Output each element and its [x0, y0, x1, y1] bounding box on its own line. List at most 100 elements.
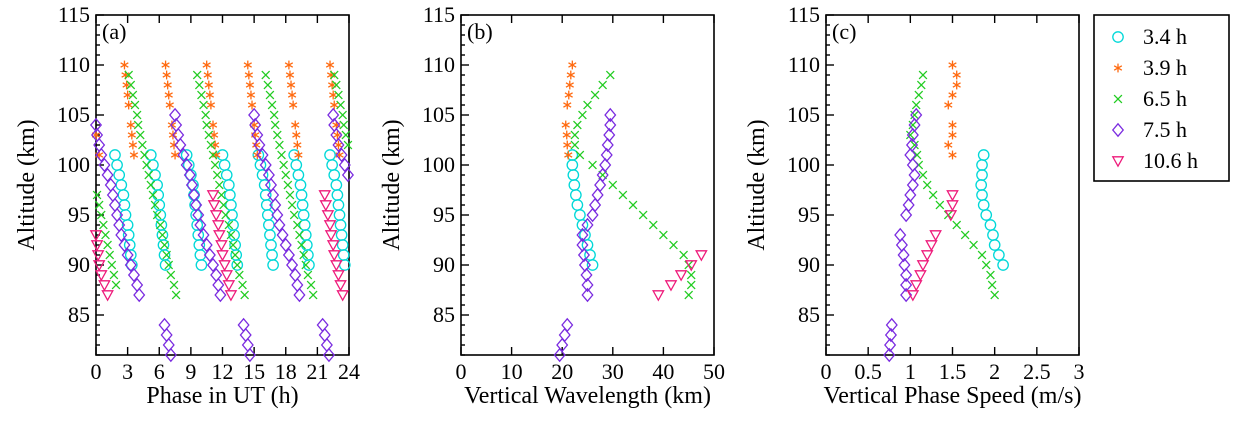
- data-point: [174, 137, 187, 153]
- data-point: [320, 337, 333, 353]
- data-point: [586, 259, 599, 271]
- data-point: [574, 209, 586, 221]
- data-point: [952, 70, 961, 80]
- x-tick-label: 1.5: [939, 359, 967, 384]
- plot-frame: [460, 14, 715, 356]
- data-point: [270, 120, 280, 130]
- data-point: [94, 270, 108, 282]
- data-point: [566, 159, 579, 171]
- data-point: [925, 240, 938, 252]
- data-point: [128, 90, 138, 100]
- data-point: [120, 60, 129, 70]
- data-point: [897, 247, 910, 263]
- data-point: [337, 249, 350, 261]
- data-point: [208, 150, 218, 160]
- data-point: [161, 60, 170, 70]
- data-point: [321, 210, 335, 222]
- legend-label: 3.9 h: [1143, 55, 1187, 80]
- data-point: [240, 290, 249, 300]
- data-point: [601, 137, 614, 153]
- data-point: [588, 160, 597, 170]
- data-point: [333, 130, 342, 140]
- data-point: [109, 270, 119, 280]
- series-7-5-h: [553, 107, 617, 363]
- x-tick-label: 30: [602, 359, 624, 384]
- data-point: [900, 277, 913, 293]
- data-point: [140, 150, 149, 160]
- data-point: [334, 219, 347, 231]
- data-point: [686, 280, 696, 290]
- data-point: [105, 250, 115, 260]
- data-point: [976, 169, 988, 181]
- data-point: [91, 250, 105, 262]
- data-point: [618, 190, 628, 200]
- data-point: [566, 70, 575, 80]
- data-point: [328, 169, 341, 181]
- data-point: [214, 180, 224, 190]
- legend-marker: [1113, 94, 1123, 104]
- data-point: [169, 107, 182, 123]
- data-point: [914, 90, 924, 100]
- x-axis-title: Vertical Wavelength (km): [464, 383, 711, 409]
- data-point: [264, 229, 276, 241]
- x-tick-label: 15: [243, 359, 265, 384]
- data-point: [279, 237, 292, 253]
- data-point: [285, 190, 295, 200]
- data-point: [95, 147, 108, 163]
- data-point: [111, 280, 121, 290]
- data-point: [197, 90, 206, 100]
- data-point: [980, 209, 993, 221]
- data-point: [638, 210, 648, 220]
- data-point: [331, 80, 341, 90]
- data-point: [206, 100, 216, 110]
- data-point: [160, 240, 169, 250]
- data-point: [326, 159, 338, 171]
- data-point: [98, 280, 111, 292]
- data-point: [324, 149, 336, 161]
- data-point: [171, 290, 181, 300]
- data-point: [199, 100, 208, 110]
- data-point: [135, 130, 145, 140]
- data-point: [327, 80, 337, 90]
- series-6-5-h: [92, 70, 353, 300]
- data-point: [155, 219, 168, 231]
- data-point: [308, 290, 318, 300]
- data-point: [303, 259, 315, 271]
- x-tick-label: 50: [703, 359, 725, 384]
- data-point: [908, 120, 918, 130]
- data-point: [608, 180, 618, 190]
- data-point: [571, 199, 584, 211]
- data-point: [92, 260, 106, 272]
- data-point: [245, 80, 255, 90]
- data-point: [652, 290, 665, 302]
- series-10-6-h: [652, 250, 708, 302]
- x-tick-label: 1: [905, 359, 916, 384]
- data-point: [327, 250, 341, 262]
- series-3-4-h: [109, 149, 351, 271]
- data-point: [92, 190, 102, 200]
- data-point: [241, 337, 254, 353]
- data-point: [976, 159, 988, 171]
- data-point: [948, 90, 957, 100]
- data-point: [101, 230, 110, 240]
- data-point: [918, 170, 928, 180]
- y-tick-label: 110: [58, 52, 90, 77]
- data-point: [208, 120, 218, 130]
- data-point: [144, 149, 157, 161]
- data-point: [659, 230, 668, 240]
- panel-c: 0 0.5 1 1.5 2 2.5 3 85 90 95 100 105 110 115 Vertical …: [744, 2, 1085, 409]
- data-point: [259, 157, 272, 173]
- data-point: [581, 217, 594, 233]
- data-point: [288, 100, 298, 110]
- series-10-6-h: [906, 190, 959, 302]
- data-point: [283, 180, 293, 190]
- data-point: [297, 240, 306, 250]
- data-point: [884, 337, 897, 353]
- data-point: [122, 80, 131, 90]
- data-point: [325, 60, 335, 70]
- data-point: [224, 189, 236, 201]
- data-point: [580, 267, 593, 283]
- data-point: [231, 259, 244, 271]
- data-point: [158, 249, 171, 261]
- data-point: [212, 170, 222, 180]
